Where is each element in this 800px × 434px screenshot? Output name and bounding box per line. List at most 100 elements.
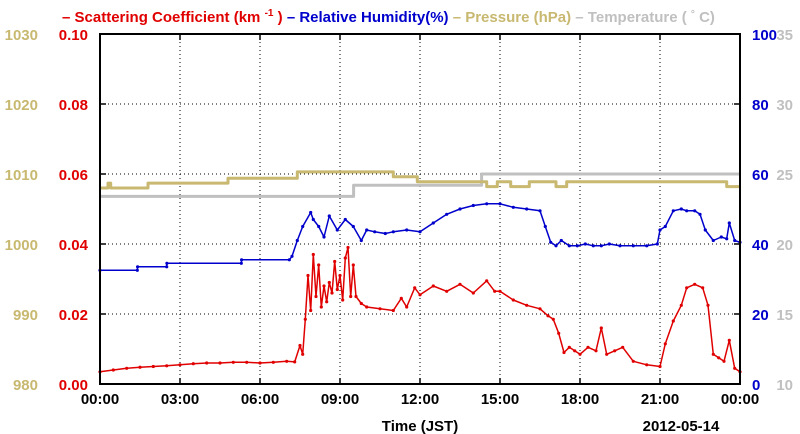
data-point-scattering xyxy=(525,303,529,307)
data-point-humidity xyxy=(290,254,294,258)
data-point-humidity xyxy=(525,207,529,211)
data-point-scattering xyxy=(631,359,635,363)
data-point-scattering xyxy=(327,280,331,285)
data-point-humidity xyxy=(655,242,659,246)
data-point-scattering xyxy=(562,350,566,355)
data-point-scattering xyxy=(551,317,555,321)
data-point-scattering xyxy=(349,294,353,299)
x-tick-label: 00:00 xyxy=(81,391,119,408)
grid xyxy=(100,34,740,384)
data-point-scattering xyxy=(445,289,449,293)
data-point-scattering xyxy=(303,317,307,321)
legend-dash-temperature: – xyxy=(575,9,588,26)
humidity-tick-label: 40 xyxy=(752,237,769,254)
data-point-scattering xyxy=(271,360,275,364)
data-point-humidity xyxy=(322,235,326,239)
data-point-humidity xyxy=(165,261,169,265)
data-point-scattering xyxy=(365,305,369,309)
data-point-humidity xyxy=(679,207,683,211)
data-point-scattering xyxy=(178,363,182,367)
data-point-scattering xyxy=(341,298,345,302)
data-point-scattering xyxy=(413,286,417,290)
data-point-humidity xyxy=(365,228,369,232)
data-point-scattering xyxy=(343,256,347,260)
data-point-humidity xyxy=(498,202,502,206)
legend-dash-scattering: – xyxy=(62,9,75,26)
data-point-scattering xyxy=(330,291,334,295)
x-tick-label: 09:00 xyxy=(321,391,359,408)
data-point-humidity xyxy=(359,238,363,243)
data-point-scattering xyxy=(359,301,363,306)
temperature-tick-label: 35 xyxy=(776,27,793,44)
data-point-scattering xyxy=(599,326,603,330)
data-point-scattering xyxy=(727,338,731,342)
data-point-humidity xyxy=(575,244,579,248)
data-point-scattering xyxy=(679,303,683,307)
data-point-humidity xyxy=(549,240,553,244)
data-point-humidity xyxy=(567,244,571,248)
data-point-humidity xyxy=(458,207,462,211)
legend-degree-symbol: ° xyxy=(691,9,695,20)
data-point-scattering xyxy=(354,294,358,299)
data-point-scattering xyxy=(231,360,235,364)
data-point-humidity xyxy=(693,209,697,213)
data-point-humidity xyxy=(445,212,449,216)
pressure-tick-label: 1000 xyxy=(5,237,38,254)
data-point-scattering xyxy=(733,366,737,370)
data-point-humidity xyxy=(703,228,707,232)
legend-label-temperature: Temperature ( xyxy=(588,9,687,26)
data-point-scattering xyxy=(338,273,342,278)
x-tick-label: 21:00 xyxy=(641,391,679,408)
data-point-scattering xyxy=(138,365,142,369)
humidity-tick-label: 60 xyxy=(752,167,769,184)
pressure-tick-label: 1030 xyxy=(5,27,38,44)
scattering-tick-label: 0.04 xyxy=(59,237,89,254)
legend-label-humidity: Relative Humidity(%) xyxy=(299,9,448,26)
data-point-scattering xyxy=(309,308,313,313)
axes-ticks: 00:00 03:00 06:00 09:00 12:00 15:00 18:00 21:00… xyxy=(5,27,793,408)
legend-dash-humidity: – xyxy=(287,9,300,26)
data-point-scattering xyxy=(717,356,721,360)
data-point-humidity xyxy=(607,242,611,246)
data-point-scattering xyxy=(538,307,542,311)
data-point-humidity xyxy=(727,221,731,225)
data-point-humidity xyxy=(383,231,387,236)
data-point-humidity xyxy=(658,228,662,232)
plot-frame xyxy=(99,33,741,385)
date-label: 2012-05-14 xyxy=(643,418,720,434)
data-point-humidity xyxy=(554,244,558,248)
legend-label-scattering-tail: ) xyxy=(278,9,283,26)
pressure-tick-label: 1010 xyxy=(5,167,38,184)
legend-label-temperature-tail: C) xyxy=(699,9,715,26)
data-point-scattering xyxy=(671,319,675,323)
data-point-scattering xyxy=(293,360,297,364)
data-point-humidity xyxy=(287,258,291,262)
data-point-scattering xyxy=(431,284,435,288)
scattering-tick-label: 0.00 xyxy=(59,377,88,394)
humidity-tick-label: 20 xyxy=(752,307,769,324)
data-point-humidity xyxy=(165,265,169,269)
data-point-humidity xyxy=(685,209,689,213)
data-point-scattering xyxy=(335,287,339,292)
data-point-humidity xyxy=(136,265,140,269)
data-point-humidity xyxy=(719,235,723,239)
data-point-scattering xyxy=(317,263,321,267)
data-point-scattering xyxy=(613,349,617,353)
data-point-scattering xyxy=(378,307,382,311)
pressure-tick-label: 990 xyxy=(13,307,38,324)
scattering-tick-label: 0.06 xyxy=(59,167,88,184)
data-point-humidity xyxy=(511,205,515,209)
data-point-scattering xyxy=(346,245,350,250)
svg-text:– Scattering Coefficien: – Scattering Coefficient (km -1 ) – Rela… xyxy=(62,3,715,26)
data-point-humidity xyxy=(698,212,702,216)
temperature-tick-label: 15 xyxy=(776,307,793,324)
data-point-scattering xyxy=(325,300,329,304)
data-point-humidity xyxy=(471,203,475,208)
scattering-tick-label: 0.02 xyxy=(59,307,88,324)
data-point-humidity xyxy=(431,221,435,225)
data-point-humidity xyxy=(725,237,729,241)
data-point-humidity xyxy=(733,238,737,243)
data-point-scattering xyxy=(706,303,710,307)
